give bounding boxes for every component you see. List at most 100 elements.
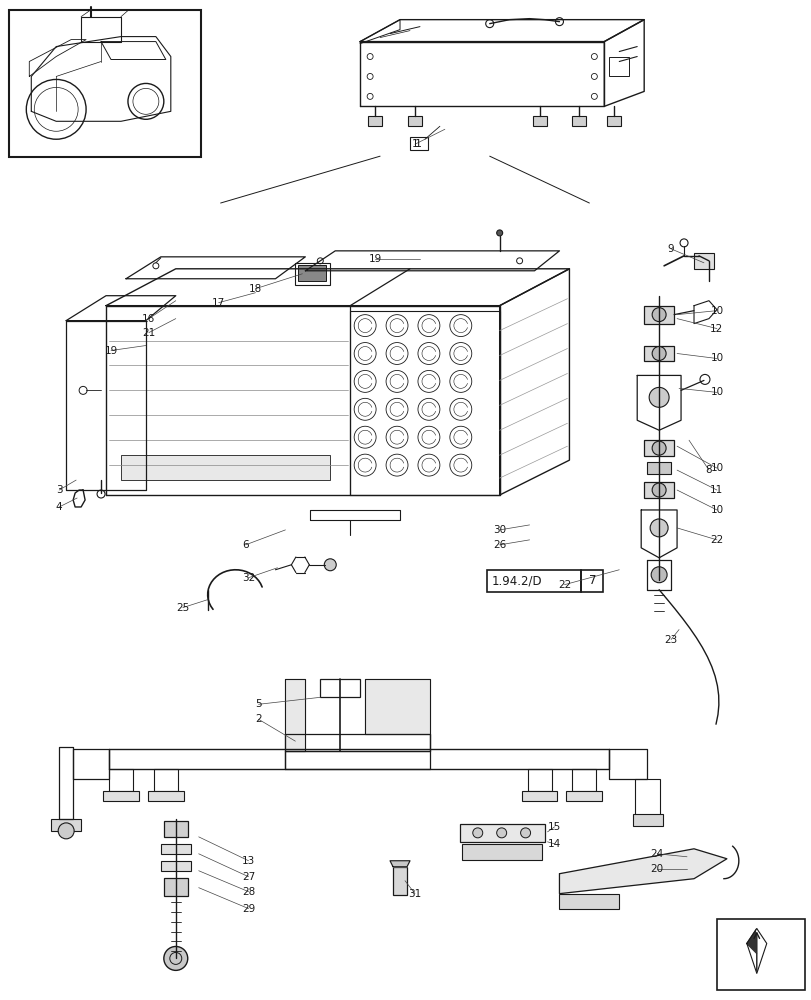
Text: 1: 1 <box>414 139 422 149</box>
Polygon shape <box>756 929 766 953</box>
Bar <box>161 861 191 871</box>
Text: 10: 10 <box>710 505 723 515</box>
Bar <box>527 769 551 791</box>
Bar <box>148 791 183 801</box>
Text: 10: 10 <box>710 387 723 397</box>
Text: 2: 2 <box>255 714 261 724</box>
Circle shape <box>58 823 74 839</box>
Circle shape <box>496 828 506 838</box>
Text: 30: 30 <box>492 525 505 535</box>
Circle shape <box>324 559 336 571</box>
Text: 5: 5 <box>255 699 261 709</box>
Text: 18: 18 <box>249 284 262 294</box>
Bar <box>407 116 422 126</box>
Text: 1: 1 <box>411 139 418 149</box>
Text: 4: 4 <box>56 502 62 512</box>
Bar <box>298 265 326 281</box>
Bar <box>103 791 139 801</box>
Bar <box>608 57 629 76</box>
Circle shape <box>520 828 530 838</box>
Bar <box>693 253 713 269</box>
Text: 16: 16 <box>142 314 156 324</box>
Bar <box>607 116 620 126</box>
Bar <box>295 263 330 285</box>
Circle shape <box>648 387 668 407</box>
Bar <box>646 462 670 474</box>
Polygon shape <box>365 679 429 734</box>
Bar <box>461 844 541 860</box>
Bar <box>161 844 191 854</box>
Bar <box>486 570 581 592</box>
Polygon shape <box>285 679 305 751</box>
Text: 24: 24 <box>650 849 663 859</box>
Bar <box>716 919 804 990</box>
Text: 6: 6 <box>242 540 248 550</box>
Circle shape <box>650 519 667 537</box>
Circle shape <box>472 828 483 838</box>
Bar <box>410 137 427 150</box>
Text: 22: 22 <box>710 535 723 545</box>
Text: 12: 12 <box>710 324 723 334</box>
Bar <box>566 791 602 801</box>
Bar <box>393 867 406 895</box>
Circle shape <box>651 441 665 455</box>
Bar <box>153 769 178 791</box>
Text: 11: 11 <box>710 485 723 495</box>
Text: 14: 14 <box>547 839 560 849</box>
Bar <box>572 116 586 126</box>
Text: 31: 31 <box>408 889 421 899</box>
Bar <box>559 894 619 909</box>
Bar <box>320 679 360 697</box>
Bar <box>532 116 546 126</box>
Text: 26: 26 <box>492 540 506 550</box>
Bar <box>459 824 544 842</box>
Text: 21: 21 <box>142 328 156 338</box>
Bar <box>521 791 557 801</box>
Polygon shape <box>559 849 726 894</box>
Text: 20: 20 <box>650 864 663 874</box>
Text: 7: 7 <box>588 574 595 587</box>
Text: 29: 29 <box>242 904 255 914</box>
Circle shape <box>651 483 665 497</box>
Circle shape <box>496 230 502 236</box>
Bar <box>572 769 595 791</box>
Text: 27: 27 <box>242 872 255 882</box>
Circle shape <box>651 308 665 322</box>
Bar <box>121 455 330 480</box>
Text: 10: 10 <box>710 353 723 363</box>
Bar <box>164 878 187 896</box>
Text: 13: 13 <box>242 856 255 866</box>
Bar <box>51 819 81 831</box>
Text: 10: 10 <box>710 306 723 316</box>
Bar <box>633 814 663 826</box>
Text: 25: 25 <box>176 603 189 613</box>
Bar <box>10 10 200 157</box>
Text: 17: 17 <box>212 298 225 308</box>
Text: 22: 22 <box>557 580 570 590</box>
Polygon shape <box>746 929 756 953</box>
Bar <box>634 779 659 819</box>
Text: 1.94.2/D: 1.94.2/D <box>491 574 542 587</box>
Text: 32: 32 <box>242 573 255 583</box>
Bar <box>643 346 673 361</box>
Text: 15: 15 <box>547 822 560 832</box>
Text: 23: 23 <box>663 635 677 645</box>
Text: 3: 3 <box>56 485 62 495</box>
Bar <box>643 440 673 456</box>
Bar <box>109 769 133 791</box>
Circle shape <box>651 347 665 360</box>
Text: 19: 19 <box>105 346 118 356</box>
Bar <box>581 570 603 592</box>
Bar <box>643 306 673 324</box>
Bar <box>367 116 382 126</box>
Text: 10: 10 <box>710 463 723 473</box>
Text: 19: 19 <box>368 254 381 264</box>
Circle shape <box>164 946 187 970</box>
Text: 9: 9 <box>667 244 674 254</box>
Text: 8: 8 <box>705 465 711 475</box>
Circle shape <box>650 567 667 583</box>
Bar <box>643 482 673 498</box>
Text: 28: 28 <box>242 887 255 897</box>
Polygon shape <box>389 861 410 867</box>
Bar <box>164 821 187 837</box>
